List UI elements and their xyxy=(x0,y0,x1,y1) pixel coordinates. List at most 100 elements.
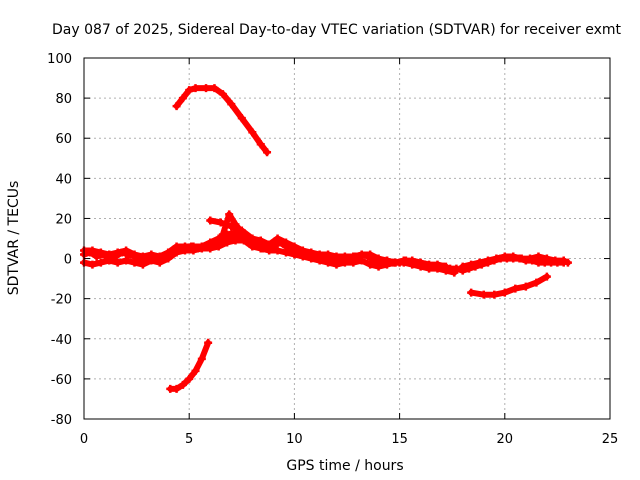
data-point xyxy=(216,218,225,227)
x-tick-label: 25 xyxy=(602,432,619,447)
data-point xyxy=(441,266,450,275)
data-point xyxy=(265,246,274,255)
y-tick-label: 80 xyxy=(55,92,72,107)
y-tick-label: -60 xyxy=(51,373,72,388)
data-point xyxy=(509,252,518,261)
data-point xyxy=(138,252,147,261)
y-tick-label: 40 xyxy=(55,172,72,187)
data-point xyxy=(172,248,181,257)
series-arc-high xyxy=(172,84,272,157)
data-point xyxy=(206,216,215,225)
data-point xyxy=(281,248,290,257)
data-point xyxy=(237,114,246,123)
x-tick-label: 5 xyxy=(185,432,193,447)
data-point xyxy=(164,254,173,263)
grid-lines xyxy=(84,58,610,419)
data-point xyxy=(290,242,299,251)
data-point xyxy=(416,262,425,271)
data-point xyxy=(467,288,476,297)
data-point xyxy=(113,258,122,267)
data-point xyxy=(273,246,282,255)
series-band-right xyxy=(458,252,572,271)
data-point xyxy=(130,258,139,267)
y-tick-label: -20 xyxy=(51,293,72,308)
data-point xyxy=(340,258,349,267)
data-point xyxy=(263,148,272,157)
data-point xyxy=(231,220,240,229)
data-point xyxy=(202,84,211,93)
data-point xyxy=(239,236,248,245)
data-point xyxy=(532,278,541,287)
data-point xyxy=(218,90,227,99)
y-axis-label: SDTVAR / TECUs xyxy=(6,181,22,296)
series-band-upper xyxy=(80,228,450,271)
x-tick-label: 15 xyxy=(391,432,408,447)
data-point xyxy=(214,242,223,251)
data-point xyxy=(223,238,232,247)
data-point xyxy=(223,230,232,239)
data-point xyxy=(324,258,333,267)
y-tick-label: 0 xyxy=(64,253,72,268)
data-point xyxy=(551,256,560,265)
data-point xyxy=(374,262,383,271)
data-point xyxy=(357,256,366,265)
series-band-lower xyxy=(80,236,459,277)
data-point xyxy=(433,264,442,273)
data-point xyxy=(155,258,164,267)
data-point xyxy=(185,86,194,95)
data-point xyxy=(231,228,240,237)
data-point xyxy=(534,252,543,261)
data-point xyxy=(189,246,198,255)
data-point xyxy=(517,254,526,263)
data-point xyxy=(399,258,408,267)
data-point xyxy=(210,84,219,93)
x-tick-label: 0 xyxy=(80,432,88,447)
data-point xyxy=(248,234,257,243)
data-point xyxy=(450,268,459,277)
data-point xyxy=(542,272,551,281)
data-point xyxy=(191,84,200,93)
data-point xyxy=(197,244,206,253)
data-point xyxy=(130,250,139,259)
series-arc-low xyxy=(166,338,213,393)
data-point xyxy=(467,260,476,269)
data-point xyxy=(147,256,156,265)
x-tick-label: 10 xyxy=(286,432,303,447)
plot-frame xyxy=(83,57,611,420)
data-point xyxy=(281,238,290,247)
data-point xyxy=(458,262,467,271)
axis-ticks: -80 -60 -40 -20 0 20 40 60 80 100 0 5 10 15 20 25 xyxy=(47,52,618,447)
data-point xyxy=(88,246,97,255)
data-point xyxy=(172,384,181,393)
series-arc-late xyxy=(467,272,551,299)
y-tick-label: 60 xyxy=(55,132,72,147)
data-point xyxy=(256,140,265,149)
data-point xyxy=(227,100,236,109)
data-point xyxy=(475,258,484,267)
data-point xyxy=(225,210,234,219)
data-point xyxy=(273,234,282,243)
x-axis-label: GPS time / hours xyxy=(286,458,403,474)
data-point xyxy=(191,366,200,375)
data-point xyxy=(542,254,551,263)
data-point xyxy=(122,246,131,255)
data-series-group xyxy=(80,84,572,393)
data-point xyxy=(307,254,316,263)
data-point xyxy=(105,256,114,265)
data-point xyxy=(490,290,499,299)
data-point xyxy=(563,258,572,267)
data-point xyxy=(374,254,383,263)
data-point xyxy=(231,236,240,245)
data-point xyxy=(479,290,488,299)
data-point xyxy=(122,256,131,265)
x-tick-label: 20 xyxy=(497,432,514,447)
data-point xyxy=(324,250,333,259)
data-point xyxy=(197,354,206,363)
y-tick-label: 20 xyxy=(55,212,72,227)
data-point xyxy=(178,94,187,103)
data-point xyxy=(138,260,147,269)
chart-title: Day 087 of 2025, Sidereal Day-to-day VTE… xyxy=(52,22,622,38)
data-point xyxy=(172,102,181,111)
y-tick-label: -80 xyxy=(51,413,72,428)
data-point xyxy=(96,248,105,257)
